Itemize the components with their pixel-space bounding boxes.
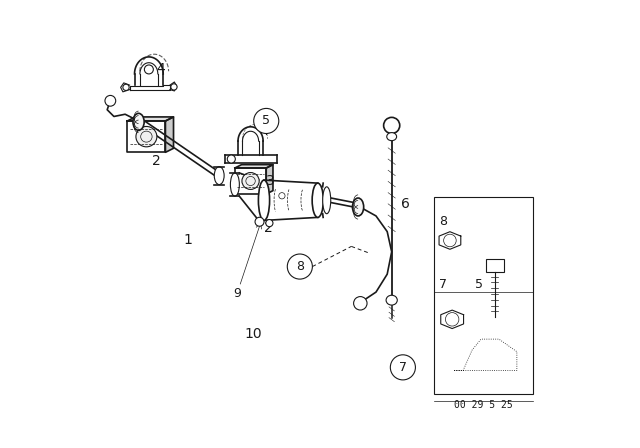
Circle shape	[444, 234, 456, 247]
Polygon shape	[129, 85, 170, 90]
Text: 3: 3	[266, 174, 275, 189]
Bar	[435, 197, 532, 394]
Polygon shape	[441, 310, 463, 328]
Polygon shape	[235, 165, 273, 168]
Circle shape	[227, 155, 236, 163]
Circle shape	[266, 220, 273, 227]
Circle shape	[105, 95, 116, 106]
Text: 00 29 5 25: 00 29 5 25	[454, 401, 513, 410]
Polygon shape	[127, 121, 165, 152]
Polygon shape	[235, 168, 266, 194]
Ellipse shape	[387, 133, 397, 141]
Polygon shape	[165, 117, 173, 152]
Circle shape	[255, 217, 264, 226]
Polygon shape	[439, 232, 461, 249]
Text: 2: 2	[152, 154, 161, 168]
Ellipse shape	[353, 198, 364, 216]
Text: 1: 1	[184, 233, 192, 247]
Circle shape	[287, 254, 312, 279]
Circle shape	[253, 108, 279, 134]
Text: 8: 8	[439, 215, 447, 228]
Text: 7: 7	[399, 361, 407, 374]
Circle shape	[390, 355, 415, 380]
Ellipse shape	[230, 173, 239, 196]
Ellipse shape	[323, 187, 331, 214]
Polygon shape	[127, 117, 173, 121]
Ellipse shape	[136, 126, 157, 147]
Text: 2: 2	[264, 221, 273, 236]
Text: 10: 10	[244, 327, 262, 341]
Ellipse shape	[214, 167, 224, 185]
Text: 7: 7	[439, 278, 447, 291]
Circle shape	[171, 84, 177, 90]
Circle shape	[123, 84, 129, 90]
Circle shape	[445, 313, 459, 326]
Polygon shape	[170, 82, 177, 91]
Text: 5: 5	[262, 114, 270, 128]
Text: 9: 9	[233, 287, 241, 300]
Ellipse shape	[259, 180, 269, 220]
Circle shape	[353, 297, 367, 310]
Ellipse shape	[242, 172, 259, 190]
Ellipse shape	[133, 113, 144, 130]
Ellipse shape	[386, 295, 397, 305]
Circle shape	[383, 117, 400, 134]
Bar	[486, 259, 504, 272]
Polygon shape	[266, 165, 273, 194]
Ellipse shape	[312, 183, 323, 217]
Polygon shape	[120, 83, 129, 92]
Text: 4: 4	[157, 62, 165, 77]
Text: 6: 6	[401, 197, 410, 211]
Text: 8: 8	[296, 260, 304, 273]
Text: 5: 5	[475, 278, 483, 291]
